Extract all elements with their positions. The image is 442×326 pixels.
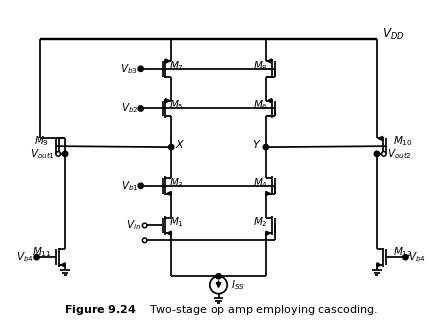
Text: $V_{b4}$: $V_{b4}$ [16,250,34,264]
Text: $I_{SS}$: $I_{SS}$ [231,278,245,292]
Text: $M_{10}$: $M_{10}$ [392,134,412,148]
Text: $V_{b3}$: $V_{b3}$ [120,62,138,76]
Circle shape [138,106,143,111]
Circle shape [168,144,174,150]
Text: $M_8$: $M_8$ [253,59,268,73]
Circle shape [216,274,221,279]
Text: $M_{12}$: $M_{12}$ [392,245,412,259]
Text: $M_6$: $M_6$ [253,98,268,112]
Text: $V_{DD}$: $V_{DD}$ [382,26,404,42]
Text: $M_4$: $M_4$ [253,176,268,190]
Text: $M_7$: $M_7$ [169,59,184,73]
Circle shape [142,223,147,228]
Circle shape [56,152,61,156]
Text: $V_{in}$: $V_{in}$ [126,218,141,232]
Text: $V_{b2}$: $V_{b2}$ [121,102,138,115]
Text: $M_1$: $M_1$ [169,215,184,230]
Text: $V_{b4}$: $V_{b4}$ [408,250,426,264]
Circle shape [138,183,143,188]
Circle shape [374,151,380,156]
Text: $V_{b1}$: $V_{b1}$ [121,179,138,193]
Circle shape [381,152,386,156]
Circle shape [34,255,39,260]
Text: $\bf{Figure\ 9.24}$    Two-stage op amp employing cascoding.: $\bf{Figure\ 9.24}$ Two-stage op amp emp… [64,303,378,317]
Circle shape [263,144,268,150]
Circle shape [210,276,227,294]
Text: $X$: $X$ [175,138,186,150]
Text: $M_9$: $M_9$ [34,134,50,148]
Text: $V_{out1}$: $V_{out1}$ [30,147,55,161]
Circle shape [138,66,143,71]
Circle shape [62,151,68,156]
Circle shape [403,255,408,260]
Text: $M_5$: $M_5$ [169,98,183,112]
Text: $M_2$: $M_2$ [253,215,268,230]
Text: $M_{11}$: $M_{11}$ [32,245,51,259]
Circle shape [142,238,147,243]
Text: $M_3$: $M_3$ [169,176,184,190]
Text: $V_{out2}$: $V_{out2}$ [387,147,412,161]
Text: $Y$: $Y$ [252,138,262,150]
